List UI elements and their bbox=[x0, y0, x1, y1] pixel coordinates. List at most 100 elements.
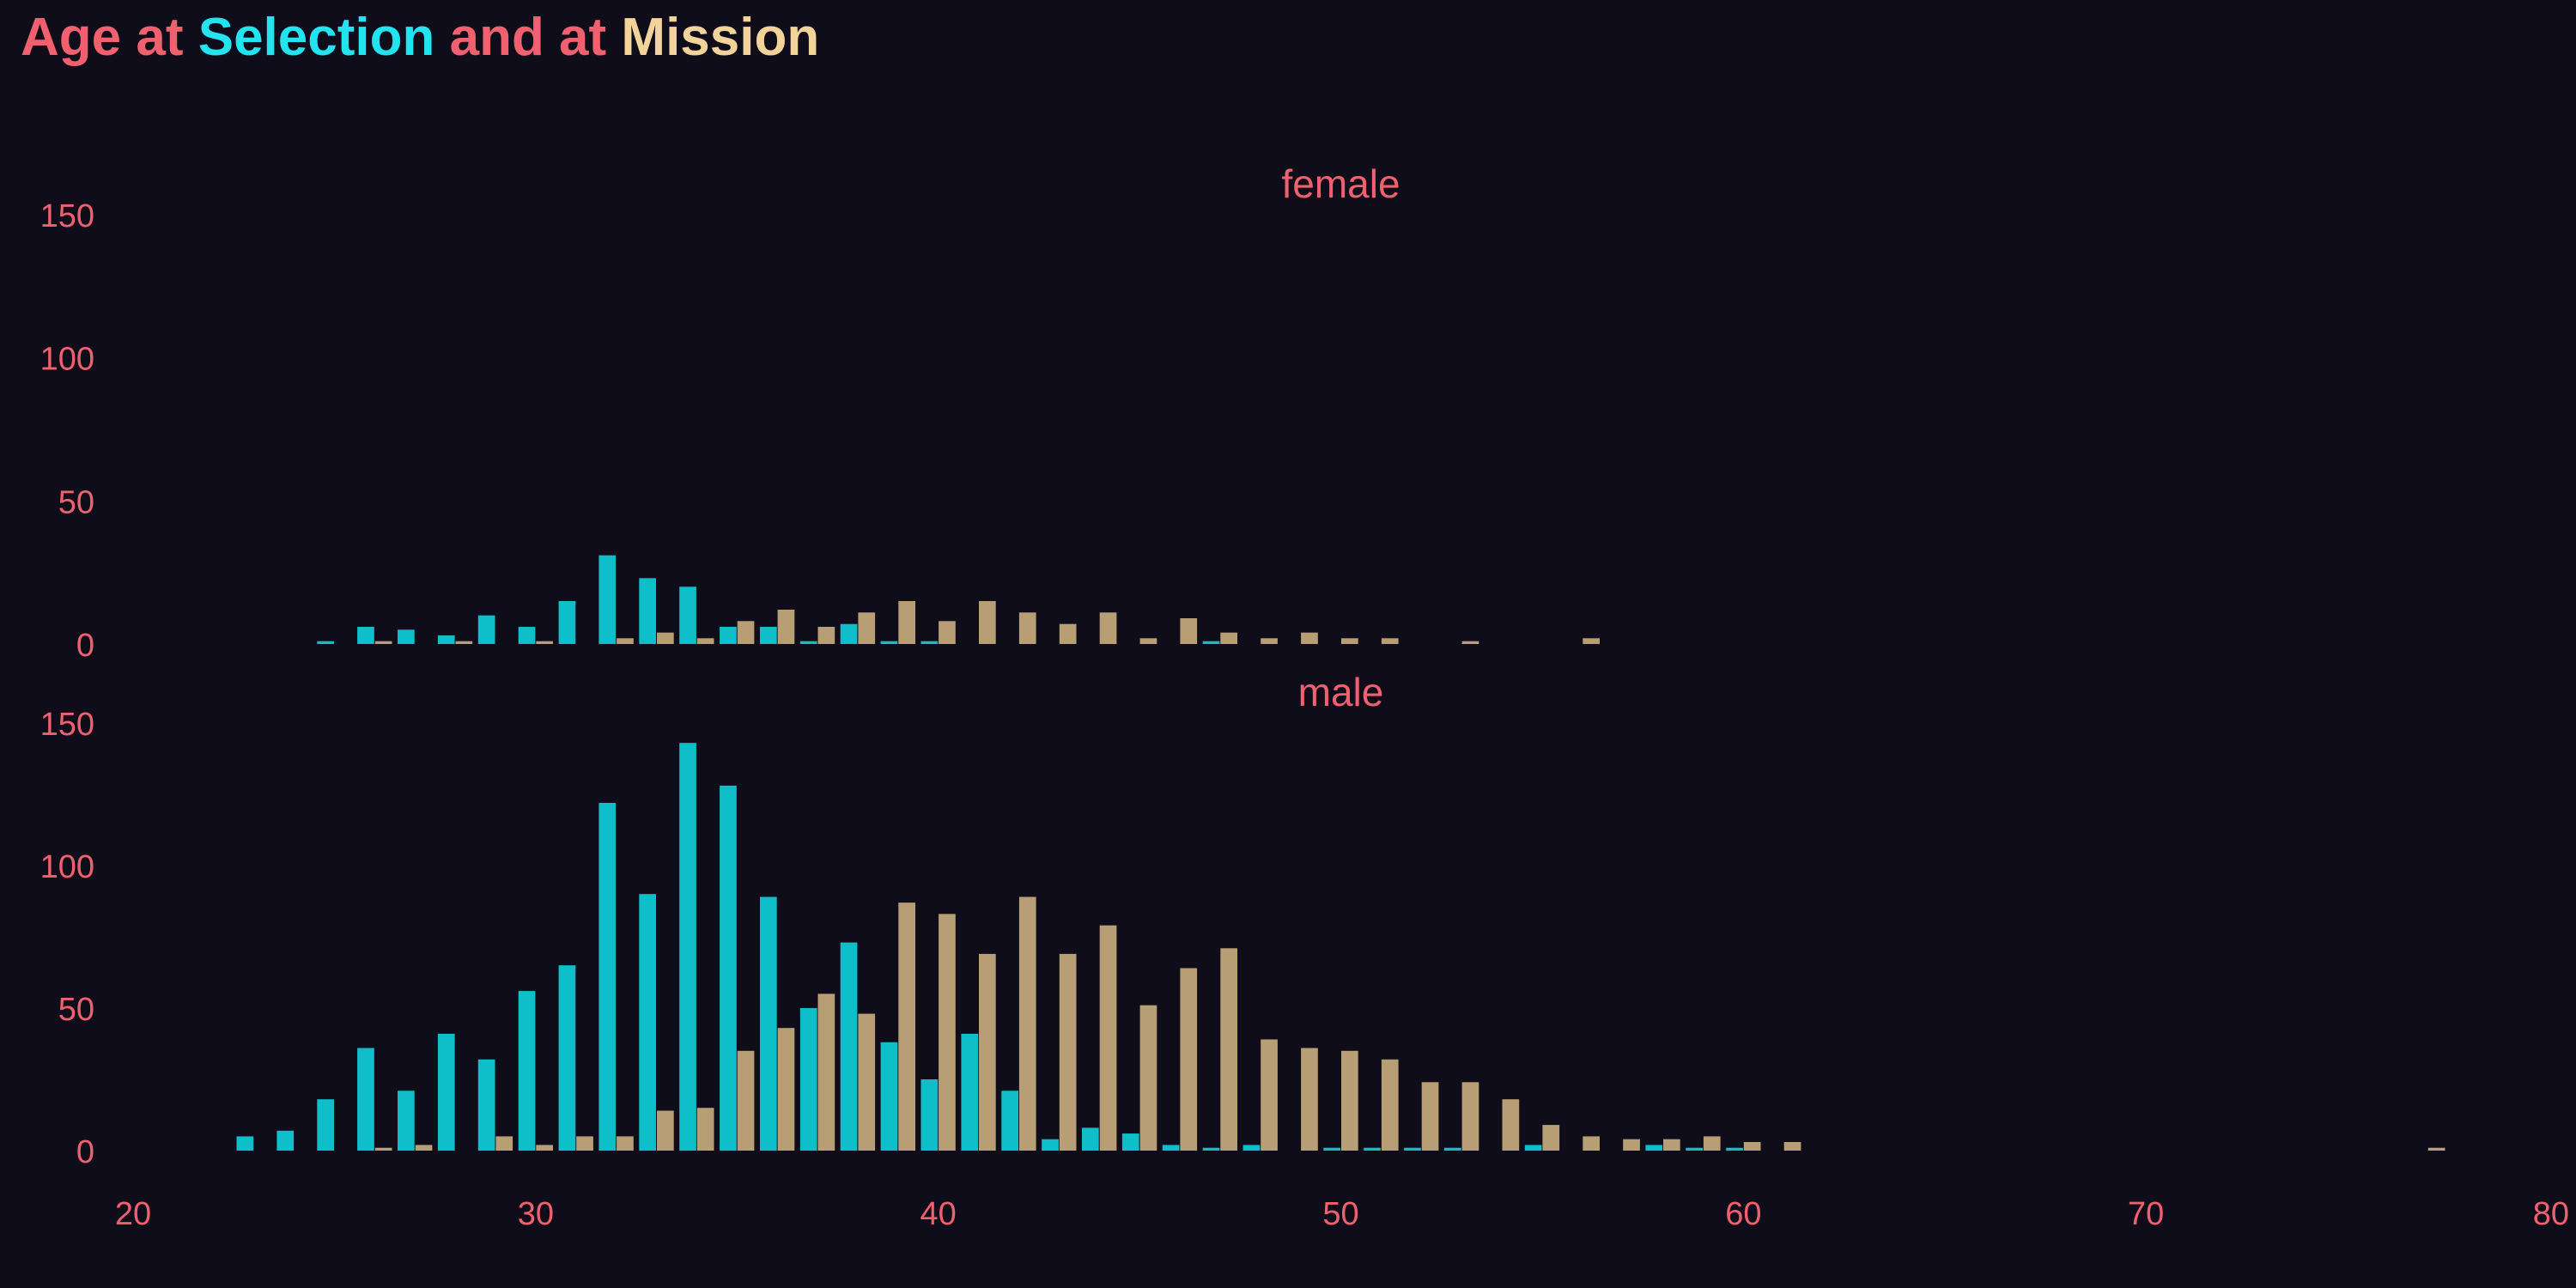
bar-selection bbox=[961, 1033, 979, 1151]
series-mission bbox=[374, 896, 2445, 1151]
bar-mission bbox=[1703, 1136, 1721, 1151]
bar-mission bbox=[939, 914, 956, 1151]
y-tick-label: 0 bbox=[76, 628, 94, 664]
bar-selection bbox=[518, 991, 536, 1151]
bar-mission bbox=[576, 1136, 593, 1151]
y-tick-label: 50 bbox=[58, 992, 94, 1028]
bar-mission bbox=[1180, 618, 1198, 644]
bar-selection bbox=[920, 641, 939, 644]
bar-mission bbox=[817, 627, 835, 644]
bar-mission bbox=[1220, 948, 1237, 1151]
x-tick-label: 80 bbox=[2533, 1196, 2569, 1232]
bar-mission bbox=[898, 601, 915, 644]
y-tick-label: 50 bbox=[58, 484, 94, 520]
bar-mission bbox=[1341, 638, 1358, 644]
x-tick-label: 50 bbox=[1322, 1196, 1358, 1232]
x-tick-label: 30 bbox=[518, 1196, 554, 1232]
bar-mission bbox=[696, 1108, 714, 1151]
bar-mission bbox=[1059, 623, 1077, 644]
panel-label-female: female bbox=[1281, 161, 1400, 206]
bar-selection bbox=[598, 555, 617, 644]
bar-selection bbox=[880, 641, 898, 644]
y-tick-label: 100 bbox=[40, 849, 94, 885]
bar-mission bbox=[979, 953, 996, 1151]
bar-mission bbox=[1583, 1136, 1600, 1151]
bar-mission bbox=[777, 1028, 795, 1151]
bar-mission bbox=[1783, 1142, 1801, 1151]
bar-mission bbox=[1018, 612, 1036, 644]
bar-selection bbox=[679, 586, 696, 644]
y-tick-label: 150 bbox=[40, 198, 94, 234]
bar-mission bbox=[939, 621, 956, 644]
bar-selection bbox=[357, 1048, 374, 1151]
bar-mission bbox=[737, 1050, 755, 1151]
bar-selection bbox=[1726, 1147, 1743, 1151]
bar-mission bbox=[1099, 925, 1117, 1151]
bar-mission bbox=[858, 612, 876, 644]
bar-selection bbox=[799, 641, 817, 644]
bar-mission bbox=[1099, 612, 1117, 644]
bar-selection bbox=[276, 1130, 295, 1151]
x-tick-label: 60 bbox=[1725, 1196, 1761, 1232]
bar-selection bbox=[1042, 1139, 1059, 1151]
title-part-mission: Mission bbox=[621, 8, 820, 67]
bar-mission bbox=[1301, 632, 1318, 644]
bar-selection bbox=[357, 627, 374, 644]
bar-selection bbox=[1242, 1145, 1261, 1151]
bar-selection bbox=[598, 803, 617, 1151]
bar-mission bbox=[657, 1110, 674, 1151]
bar-selection bbox=[720, 627, 737, 644]
bar-mission bbox=[536, 641, 553, 644]
bar-mission bbox=[737, 621, 755, 644]
bar-mission bbox=[1139, 1005, 1157, 1151]
y-tick-label: 0 bbox=[76, 1134, 94, 1170]
bar-selection bbox=[760, 896, 777, 1151]
bar-mission bbox=[1461, 1082, 1479, 1151]
bar-mission bbox=[1502, 1099, 1520, 1151]
bar-mission bbox=[415, 1145, 433, 1151]
bar-selection bbox=[840, 623, 858, 644]
bar-mission bbox=[1381, 638, 1399, 644]
panel-male: male 0 50 100 150 bbox=[40, 670, 2445, 1170]
bar-mission bbox=[1139, 638, 1157, 644]
bar-selection bbox=[236, 1136, 254, 1151]
bar-selection bbox=[720, 786, 737, 1151]
bar-mission bbox=[1059, 953, 1077, 1151]
bar-mission bbox=[657, 632, 674, 644]
bar-selection bbox=[518, 627, 536, 644]
bar-mission bbox=[1301, 1048, 1318, 1151]
bar-selection bbox=[1162, 1145, 1180, 1151]
bar-selection bbox=[1686, 1147, 1703, 1151]
bar-selection bbox=[317, 641, 334, 644]
series-selection bbox=[236, 743, 1743, 1151]
bar-mission bbox=[1663, 1139, 1680, 1151]
bar-selection bbox=[639, 894, 656, 1151]
bar-mission bbox=[2427, 1147, 2445, 1151]
bar-selection bbox=[920, 1079, 939, 1151]
bar-mission bbox=[536, 1145, 553, 1151]
title-part-selection: Selection bbox=[197, 8, 435, 67]
bar-mission bbox=[1461, 641, 1479, 644]
bar-selection bbox=[799, 1008, 817, 1151]
bar-selection bbox=[477, 615, 495, 644]
bar-selection bbox=[880, 1042, 898, 1151]
series-mission bbox=[374, 601, 1600, 644]
bar-mission bbox=[455, 641, 473, 644]
bar-selection bbox=[1645, 1145, 1663, 1151]
bar-selection bbox=[1524, 1145, 1542, 1151]
x-tick-label: 40 bbox=[920, 1196, 957, 1232]
bar-selection bbox=[558, 965, 576, 1151]
bar-mission bbox=[898, 902, 915, 1151]
bar-mission bbox=[979, 601, 996, 644]
bar-mission bbox=[1623, 1139, 1640, 1151]
bar-mission bbox=[817, 993, 835, 1151]
bar-mission bbox=[495, 1136, 513, 1151]
bar-mission bbox=[374, 1147, 392, 1151]
chart-title: Age at Selection and at Mission bbox=[21, 7, 819, 68]
bar-selection bbox=[398, 1091, 415, 1151]
bar-selection bbox=[1202, 641, 1220, 644]
bar-mission bbox=[1542, 1125, 1560, 1151]
bar-selection bbox=[317, 1099, 334, 1151]
bar-selection bbox=[1202, 1147, 1220, 1151]
